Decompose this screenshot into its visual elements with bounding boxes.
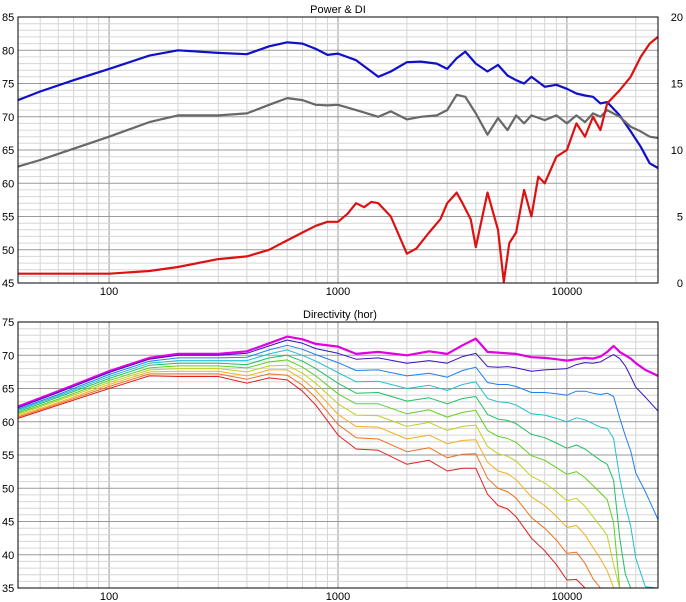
y-tick-label: 65 (2, 384, 14, 396)
series-line-2 (17, 339, 659, 412)
y-tick-label: 75 (2, 79, 14, 91)
power-di-right-axis: 0 5 10 15 20 (671, 12, 683, 290)
y-tick-label: 70 (2, 112, 14, 124)
y-tick-label: 70 (2, 350, 14, 362)
x-tick-label: 10000 (552, 591, 583, 602)
y-tick-label: 45 (2, 278, 14, 290)
y2-tick-label: 0 (677, 278, 683, 290)
directivity-plot-border (17, 321, 659, 589)
y-tick-label: 60 (2, 178, 14, 190)
series-line-7 (17, 364, 658, 589)
y-tick-label: 80 (2, 45, 14, 57)
y2-tick-label: 10 (671, 145, 683, 157)
directivity-grid (18, 322, 658, 588)
y2-tick-label: 20 (671, 12, 683, 24)
y-tick-label: 85 (2, 12, 14, 24)
y-tick-label: 55 (2, 450, 14, 462)
x-tick-label: 10000 (552, 286, 583, 298)
power-di-chart: Power & DI 45 50 55 60 65 70 75 80 85 0 5 10 15 20 1… (2, 4, 683, 298)
series-line-5 (17, 354, 658, 589)
y2-tick-label: 5 (677, 212, 683, 224)
y-tick-label: 50 (2, 483, 14, 495)
y-tick-label: 35 (2, 583, 14, 595)
series-line-2 (17, 93, 659, 168)
y2-tick-label: 15 (671, 79, 683, 91)
y-tick-label: 40 (2, 550, 14, 562)
y-tick-label: 65 (2, 145, 14, 157)
directivity-title: Directivity (hor) (303, 309, 377, 321)
y-tick-label: 50 (2, 245, 14, 257)
directivity-chart: Directivity (hor) 35 40 45 50 55 60 65 70 75 100… (2, 309, 659, 602)
x-tick-label: 1000 (326, 286, 350, 298)
power-di-plot-border (17, 16, 659, 284)
power-di-x-axis: 100 1000 10000 (100, 286, 582, 298)
x-tick-label: 1000 (326, 591, 350, 602)
x-tick-label: 100 (100, 591, 118, 602)
power-di-left-axis: 45 50 55 60 65 70 75 80 85 (2, 12, 14, 290)
y-tick-label: 55 (2, 212, 14, 224)
series-line-3 (18, 36, 659, 283)
series-line-8 (17, 369, 658, 589)
y-tick-label: 45 (2, 517, 14, 529)
power-di-grid (18, 17, 658, 283)
power-di-series (17, 36, 659, 283)
series-line-6 (17, 359, 658, 589)
directivity-left-axis: 35 40 45 50 55 60 65 70 75 (2, 317, 14, 595)
series-line-3 (17, 344, 659, 520)
y-tick-label: 60 (2, 417, 14, 429)
power-di-title: Power & DI (310, 4, 366, 16)
series-line-1 (17, 335, 659, 408)
directivity-x-axis: 100 1000 10000 (100, 591, 582, 602)
y-tick-label: 75 (2, 317, 14, 329)
series-line-4 (17, 349, 659, 589)
series-line-1 (17, 41, 659, 169)
x-tick-label: 100 (100, 286, 118, 298)
